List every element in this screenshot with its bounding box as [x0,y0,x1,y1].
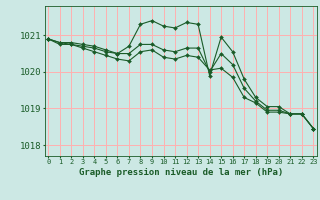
X-axis label: Graphe pression niveau de la mer (hPa): Graphe pression niveau de la mer (hPa) [79,168,283,177]
